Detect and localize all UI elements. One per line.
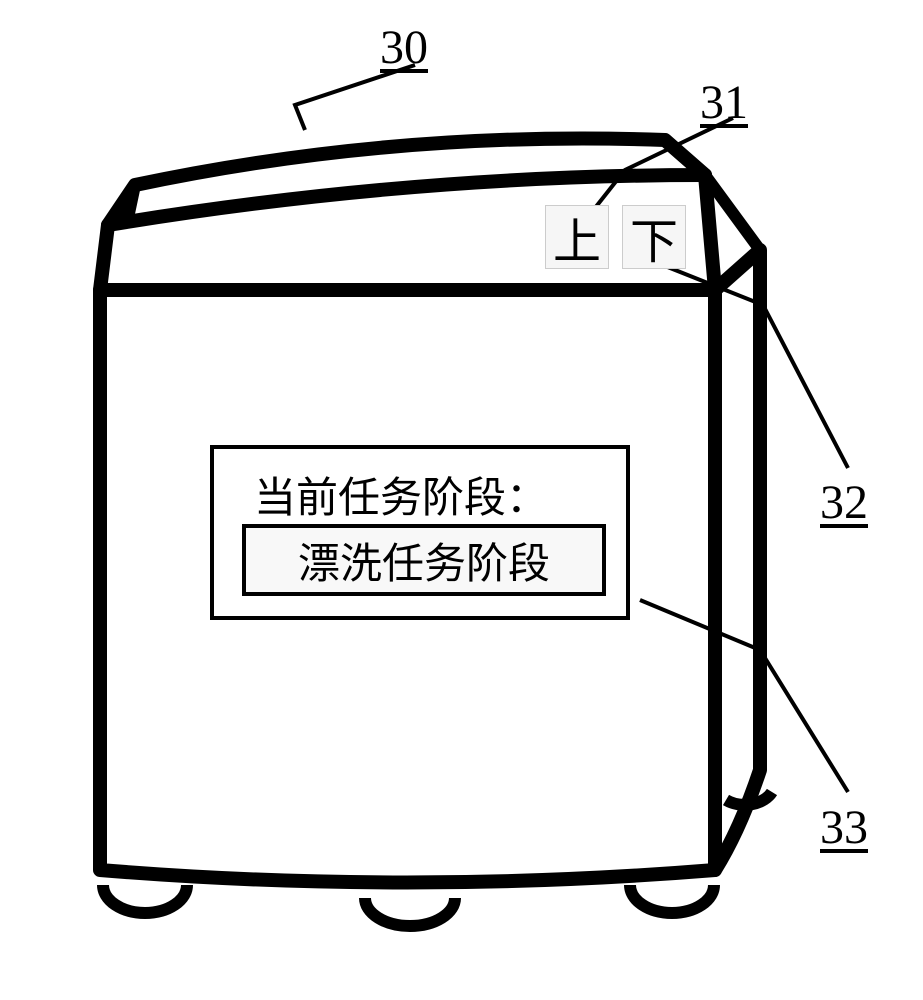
status-display-panel: 当前任务阶段： 漂洗任务阶段 [210,445,630,620]
wheel-front-center [365,898,455,926]
down-button[interactable]: 下 [622,205,686,269]
callout-label-30: 30 [380,20,428,75]
wheel-front-right [630,885,714,913]
wheels-group [103,792,772,926]
lid-left-back-edge [128,185,135,218]
callout-line-33 [640,600,848,792]
status-value: 漂洗任务阶段 [242,524,606,596]
up-button[interactable]: 上 [545,205,609,269]
callout-label-33: 33 [820,800,868,855]
callout-label-32: 32 [820,475,868,530]
status-title: 当前任务阶段： [254,464,548,525]
callout-label-31: 31 [700,75,748,130]
wheel-front-left [103,885,187,913]
